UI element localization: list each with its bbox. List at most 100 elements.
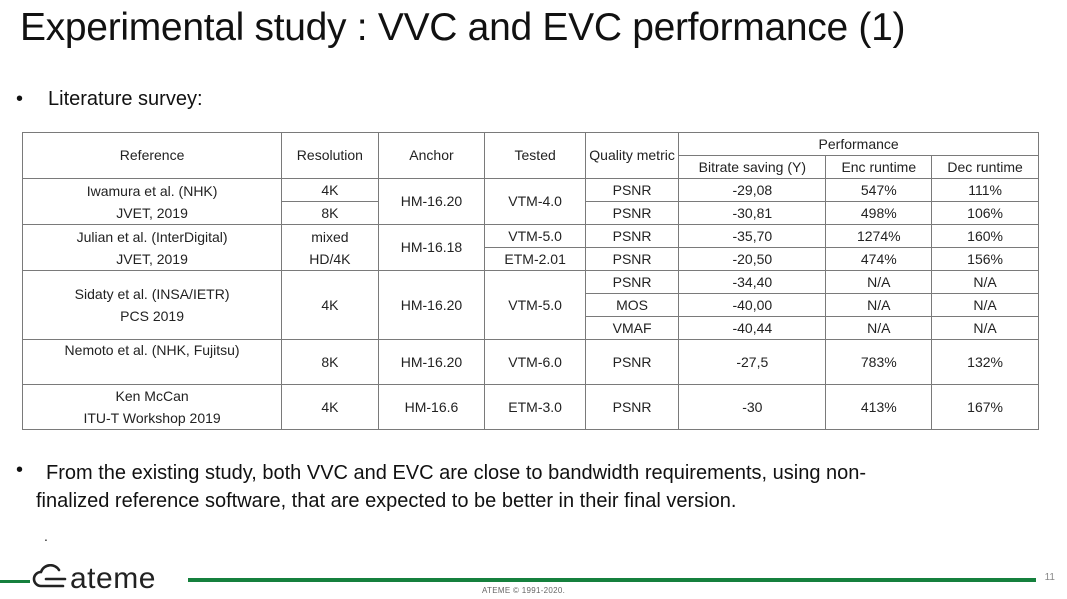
cell-bitrate: -29,08: [678, 178, 827, 202]
cell-enc: 474%: [825, 247, 933, 271]
cell-metric: VMAF: [584, 316, 680, 340]
cell-enc: N/A: [825, 270, 933, 294]
bullet-text: From the existing study, both VVC and EV…: [16, 459, 1056, 515]
logo-wordmark: ateme: [70, 562, 156, 595]
cell-tested: VTM-5.0: [484, 270, 586, 340]
cell-tested: VTM-4.0: [484, 178, 586, 225]
cell-bitrate: -27,5: [678, 339, 827, 385]
cell-reference: Nemoto et al. (NHK, Fujitsu): [21, 339, 283, 385]
footer-line: [188, 578, 1036, 582]
bullet-conclusion: • From the existing study, both VVC and …: [16, 459, 1056, 515]
cell-anchor: HM-16.20: [377, 339, 486, 385]
cell-metric: PSNR: [584, 178, 680, 202]
cell-tested: VTM-6.0: [484, 339, 586, 385]
cell-dec: 132%: [931, 339, 1039, 385]
cell-tested: ETM-2.01: [484, 247, 586, 271]
cell-resolution: mixed HD/4K: [281, 224, 379, 271]
cell-metric: PSNR: [584, 270, 680, 294]
reference-line1: Nemoto et al. (NHK, Fujitsu): [64, 342, 240, 358]
cell-dec: 111%: [931, 178, 1039, 202]
page-number: 11: [1044, 572, 1055, 583]
cell-anchor: HM-16.20: [377, 270, 486, 340]
ateme-logo: ateme: [32, 562, 156, 596]
cell-dec: 167%: [931, 384, 1039, 430]
reference-line2: JVET, 2019: [116, 250, 188, 267]
table-row: Julian et al. (InterDigital) JVET, 2019 …: [21, 224, 1039, 271]
cell-metric: PSNR: [584, 201, 680, 225]
footer-line-left: [0, 580, 30, 583]
header-dec-runtime: Dec runtime: [931, 155, 1039, 179]
reference-line1: Julian et al. (InterDigital): [76, 228, 228, 245]
bullet-text: Literature survey:: [48, 88, 203, 110]
cell-dec: N/A: [931, 316, 1039, 340]
cell-reference: Ken McCan ITU-T Workshop 2019: [21, 384, 283, 430]
reference-line2: ITU-T Workshop 2019: [83, 410, 221, 426]
cell-bitrate: -35,70: [678, 224, 827, 248]
header-tested: Tested: [484, 132, 586, 179]
slide-title: Experimental study : VVC and EVC perform…: [20, 6, 906, 49]
cell-bitrate: -30,81: [678, 201, 827, 225]
cell-dec: N/A: [931, 293, 1039, 317]
table-row: Nemoto et al. (NHK, Fujitsu) 8K HM-16.20…: [21, 339, 1039, 385]
bullet-text-line1: From the existing study, both VVC and EV…: [46, 462, 867, 484]
cell-metric: PSNR: [584, 247, 680, 271]
table-row: MOS -40,00 N/A N/A: [23, 293, 1039, 317]
cell-reference: Sidaty et al. (INSA/IETR) PCS 2019: [21, 270, 283, 340]
header-performance: Performance: [678, 132, 1039, 156]
cell-enc: 498%: [825, 201, 933, 225]
cell-bitrate: -40,00: [678, 293, 827, 317]
cell-anchor: HM-16.20: [377, 178, 486, 225]
cell-resolution: 4K: [281, 384, 379, 430]
table-row: Iwamura et al. (NHK) JVET, 2019 4K HM-16…: [21, 178, 1039, 225]
resolution-line2: HD/4K: [309, 250, 351, 267]
cell-bitrate: -20,50: [678, 247, 827, 271]
header-quality-line2: metric: [636, 147, 675, 163]
cell-dec: 156%: [931, 247, 1039, 271]
cell-bitrate: -40,44: [678, 316, 827, 340]
header-quality-line1: Quality: [589, 147, 633, 163]
cell-enc: 547%: [825, 178, 933, 202]
stray-mark: .: [44, 528, 48, 544]
table-row: VMAF -40,44 N/A N/A: [23, 316, 1039, 340]
cell-resolution: 8K: [281, 339, 379, 385]
table-row: Ken McCan ITU-T Workshop 2019 4K HM-16.6…: [21, 384, 1039, 430]
cell-enc: 783%: [825, 339, 933, 385]
cell-resolution: 4K: [281, 270, 379, 340]
cell-metric: PSNR: [584, 224, 680, 248]
table-row: ETM-2.01 PSNR -20,50 474% 156%: [23, 247, 1039, 271]
cell-metric: MOS: [584, 293, 680, 317]
header-enc-runtime: Enc runtime: [825, 155, 933, 179]
header-bitrate-saving: Bitrate saving (Y): [678, 155, 827, 179]
table-subheader-row: Bitrate saving (Y) Enc runtime Dec runti…: [23, 155, 1039, 179]
cell-tested: VTM-5.0: [484, 224, 586, 248]
cell-dec: 160%: [931, 224, 1039, 248]
reference-line2: PCS 2019: [120, 308, 184, 324]
cell-bitrate: -30: [678, 384, 827, 430]
header-quality-metric: Quality metric: [584, 132, 680, 179]
cell-enc: N/A: [825, 316, 933, 340]
reference-line1: Ken McCan: [115, 388, 189, 404]
cell-reference: Julian et al. (InterDigital) JVET, 2019: [21, 224, 283, 271]
table-header-row: Reference Resolution Anchor Tested Quali…: [21, 132, 1039, 179]
cell-enc: 413%: [825, 384, 933, 430]
cell-tested: ETM-3.0: [484, 384, 586, 430]
cell-metric: PSNR: [584, 384, 680, 430]
cell-bitrate: -34,40: [678, 270, 827, 294]
bullet-marker: •: [16, 88, 24, 110]
bullet-text-line2: finalized reference software, that are e…: [36, 490, 737, 512]
cell-anchor: HM-16.6: [377, 384, 486, 430]
cell-resolution: 4K: [281, 178, 379, 202]
cell-dec: N/A: [931, 270, 1039, 294]
cell-dec: 106%: [931, 201, 1039, 225]
table-row: Sidaty et al. (INSA/IETR) PCS 2019 4K HM…: [21, 270, 1039, 340]
cloud-logo-icon: [32, 564, 67, 588]
resolution-line1: mixed: [311, 228, 349, 245]
reference-line1: Iwamura et al. (NHK): [86, 182, 218, 199]
cell-resolution: 8K: [281, 201, 379, 225]
reference-line2: JVET, 2019: [116, 204, 188, 221]
cell-metric: PSNR: [584, 339, 680, 385]
reference-line1: Sidaty et al. (INSA/IETR): [74, 286, 230, 302]
cell-enc: 1274%: [825, 224, 933, 248]
header-reference: Reference: [21, 132, 283, 179]
cell-anchor: HM-16.18: [377, 224, 486, 271]
